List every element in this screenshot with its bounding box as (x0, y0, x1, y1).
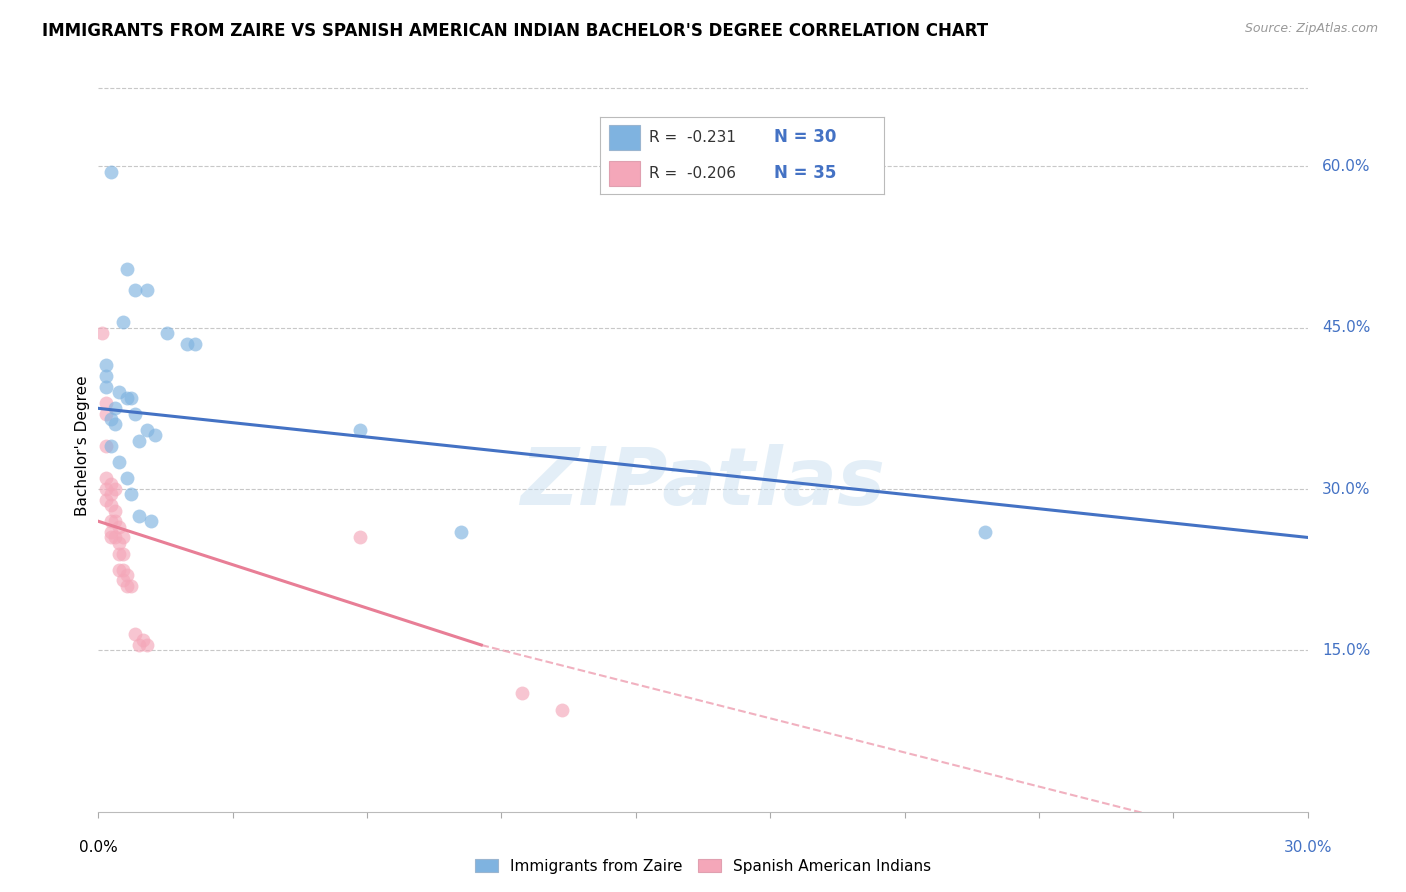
Point (124, 407, 146, 421)
Point (135, 423, 157, 437)
Point (120, 579, 142, 593)
Point (115, 391, 138, 405)
Text: 15.0%: 15.0% (1322, 643, 1371, 658)
Point (450, 524, 472, 539)
Point (128, 434, 150, 448)
Point (176, 336, 198, 351)
FancyBboxPatch shape (609, 125, 640, 150)
Point (124, 627, 146, 641)
Point (135, 283, 157, 297)
Point (139, 514, 162, 528)
Point (128, 638, 150, 652)
Point (111, 530, 134, 544)
Point (107, 519, 129, 533)
Text: ZIPatlas: ZIPatlas (520, 443, 886, 522)
Point (100, 439, 122, 453)
Point (100, 487, 122, 501)
Point (107, 547, 129, 561)
Point (96, 359, 118, 373)
Point (143, 428, 166, 442)
Point (103, 401, 125, 416)
Y-axis label: Bachelor's Degree: Bachelor's Degree (75, 376, 90, 516)
Point (96, 396, 118, 410)
Point (111, 547, 134, 561)
Point (974, 524, 997, 539)
Point (91, 326, 114, 340)
Point (124, 283, 146, 297)
Point (115, 579, 138, 593)
Point (111, 315, 134, 329)
Text: 30.0%: 30.0% (1322, 482, 1371, 497)
Point (184, 336, 207, 351)
Point (96, 407, 118, 421)
Point (349, 530, 371, 544)
Point (103, 503, 125, 517)
Text: Source: ZipAtlas.com: Source: ZipAtlas.com (1244, 22, 1378, 36)
Point (96, 482, 118, 496)
Point (103, 417, 125, 432)
Text: 60.0%: 60.0% (1322, 159, 1371, 174)
Point (120, 391, 142, 405)
Text: R =  -0.231: R = -0.231 (648, 129, 735, 145)
Legend: Immigrants from Zaire, Spanish American Indians: Immigrants from Zaire, Spanish American … (468, 853, 938, 880)
Point (100, 530, 122, 544)
Point (111, 563, 134, 577)
Point (103, 482, 125, 496)
Point (107, 536, 129, 550)
Point (115, 261, 138, 276)
Point (96, 380, 118, 394)
Text: IMMIGRANTS FROM ZAIRE VS SPANISH AMERICAN INDIAN BACHELOR'S DEGREE CORRELATION C: IMMIGRANTS FROM ZAIRE VS SPANISH AMERICA… (42, 22, 988, 40)
Point (96, 439, 118, 453)
Point (107, 455, 129, 469)
Text: 45.0%: 45.0% (1322, 320, 1371, 335)
Point (107, 385, 129, 400)
Point (96, 471, 118, 485)
Point (100, 498, 122, 512)
Point (96, 492, 118, 507)
Text: N = 35: N = 35 (773, 164, 837, 182)
Point (120, 487, 142, 501)
Point (103, 530, 125, 544)
Point (135, 638, 157, 652)
Point (510, 686, 533, 700)
Point (100, 476, 122, 491)
FancyBboxPatch shape (609, 161, 640, 186)
Point (100, 514, 122, 528)
Point (156, 326, 179, 340)
Point (111, 574, 134, 588)
Point (128, 508, 150, 523)
Text: 30.0%: 30.0% (1284, 840, 1331, 855)
Point (349, 423, 371, 437)
Text: N = 30: N = 30 (773, 128, 837, 146)
Point (115, 471, 138, 485)
Point (100, 524, 122, 539)
Point (100, 165, 122, 179)
Point (551, 702, 574, 716)
Point (96, 369, 118, 384)
Point (103, 514, 125, 528)
Point (107, 563, 129, 577)
Point (100, 412, 122, 426)
Text: R =  -0.206: R = -0.206 (648, 166, 735, 181)
Point (115, 568, 138, 582)
Point (132, 632, 155, 647)
Text: 0.0%: 0.0% (79, 840, 118, 855)
